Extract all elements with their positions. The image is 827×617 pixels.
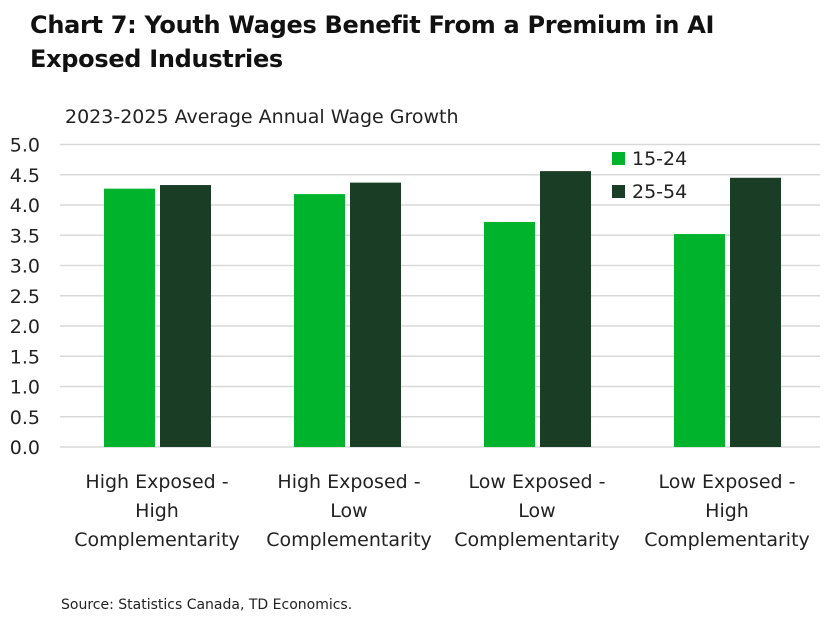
bar-15-24 bbox=[294, 194, 345, 447]
bar-25-54 bbox=[350, 182, 401, 448]
chart-subtitle: 2023-2025 Average Annual Wage Growth bbox=[65, 106, 459, 128]
chart-title: Chart 7: Youth Wages Benefit From a Prem… bbox=[30, 11, 715, 73]
y-tick-label: 0.0 bbox=[10, 437, 40, 459]
y-tick-label: 3.5 bbox=[10, 225, 40, 247]
legend-swatch bbox=[612, 185, 625, 198]
x-tick-label: High bbox=[135, 500, 179, 522]
x-tick-label: High bbox=[705, 500, 749, 522]
y-tick-label: 5.0 bbox=[10, 135, 40, 157]
source-note: Source: Statistics Canada, TD Economics. bbox=[61, 597, 353, 613]
y-tick-label: 3.0 bbox=[10, 256, 40, 278]
y-tick-label: 2.0 bbox=[10, 316, 40, 338]
x-tick-label: High Exposed - bbox=[277, 471, 420, 493]
y-tick-label: 1.5 bbox=[10, 346, 40, 368]
y-tick-label: 4.0 bbox=[10, 195, 40, 217]
bar-15-24 bbox=[674, 234, 725, 447]
x-tick-label: Low bbox=[330, 500, 367, 522]
y-tick-label: 1.0 bbox=[10, 377, 40, 399]
x-tick-label: Complementarity bbox=[266, 529, 432, 551]
legend-label: 15-24 bbox=[632, 148, 687, 170]
x-tick-label: Low Exposed - bbox=[659, 471, 796, 493]
bar-15-24 bbox=[104, 188, 155, 448]
y-tick-label: 2.5 bbox=[10, 286, 40, 308]
y-tick-label: 4.5 bbox=[10, 165, 40, 187]
legend-swatch bbox=[612, 152, 625, 165]
bar-25-54 bbox=[160, 185, 211, 447]
bar-25-54 bbox=[540, 171, 591, 447]
x-tick-label: Complementarity bbox=[74, 529, 240, 551]
y-tick-label: 0.5 bbox=[10, 407, 40, 429]
legend-label: 25-54 bbox=[632, 181, 687, 203]
bar-15-24 bbox=[484, 221, 535, 447]
x-tick-label: Low bbox=[518, 500, 555, 522]
bar-25-54 bbox=[730, 177, 781, 447]
x-tick-label: Complementarity bbox=[454, 529, 620, 551]
x-tick-label: Complementarity bbox=[644, 529, 810, 551]
x-tick-label: High Exposed - bbox=[85, 471, 228, 493]
x-tick-label: Low Exposed - bbox=[469, 471, 606, 493]
